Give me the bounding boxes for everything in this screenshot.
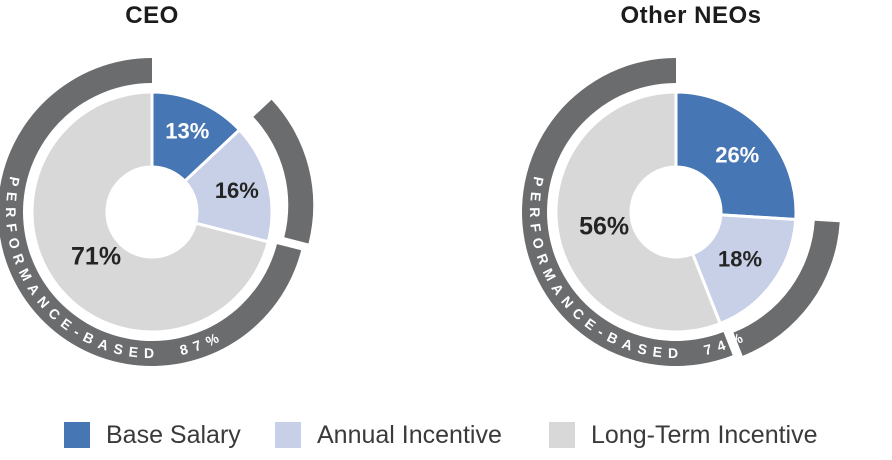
ceo-donut-chart: PERFORMANCE-BASED 87%13%16%71% (0, 58, 314, 366)
performance-ring-segment-offset (733, 220, 840, 356)
slice-long-term-incentive (30, 90, 270, 334)
chart-title-ceo: CEO (125, 2, 179, 29)
performance-ring-segment-offset (253, 99, 314, 244)
legend-label-base-salary: Base Salary (106, 421, 241, 449)
slice-base-salary (674, 90, 798, 222)
slice-value-label-base-salary: 13% (165, 118, 209, 143)
legend-item-annual-incentive: Annual Incentive (275, 420, 502, 450)
slice-long-term-incentive (554, 90, 722, 334)
slice-value-label-long-term-incentive: 71% (71, 242, 121, 270)
slice-value-label-annual-incentive: 18% (718, 246, 762, 271)
legend-label-annual-incentive: Annual Incentive (317, 421, 502, 449)
legend-swatch-long-term-incentive (549, 422, 575, 448)
slice-value-label-annual-incentive: 16% (215, 178, 259, 203)
slice-value-label-base-salary: 26% (715, 142, 759, 167)
chart-legend: Base Salary Annual Incentive Long-Term I… (0, 420, 892, 454)
legend-swatch-annual-incentive (275, 422, 301, 448)
legend-label-long-term-incentive: Long-Term Incentive (591, 421, 818, 449)
chart-title-other-neos: Other NEOs (620, 2, 762, 29)
other-neos-donut-chart: PERFORMANCE-BASED 74%26%18%56% (522, 58, 840, 366)
legend-item-long-term-incentive: Long-Term Incentive (549, 420, 818, 450)
legend-item-base-salary: Base Salary (64, 420, 241, 450)
slice-value-label-long-term-incentive: 56% (579, 213, 629, 241)
slice-annual-incentive (183, 128, 274, 244)
slice-annual-incentive (691, 213, 798, 326)
legend-swatch-base-salary (64, 422, 90, 448)
